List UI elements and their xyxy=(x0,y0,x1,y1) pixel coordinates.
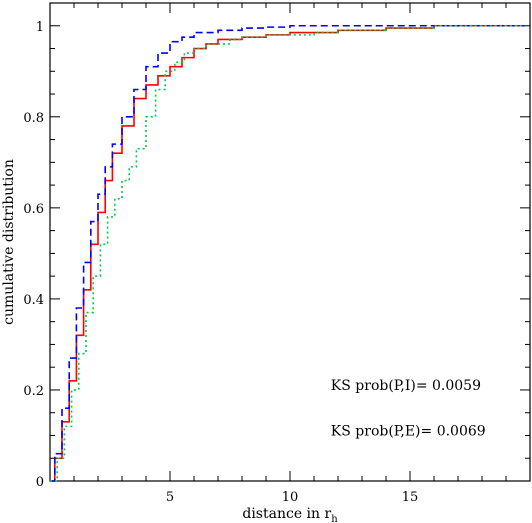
y-axis-label: cumulative distribution xyxy=(1,159,17,325)
y-tick-label: 1 xyxy=(36,20,44,35)
ks-annotation: KS prob(P,I)= 0.0059 xyxy=(331,378,481,394)
series-line-solid xyxy=(50,24,526,482)
y-tick-label: 0.4 xyxy=(23,293,44,308)
x-axis-ticks: 5 10 15 xyxy=(73,3,507,505)
x-tick-label: 5 xyxy=(166,490,174,505)
y-axis-ticks: 0 0.2 0.4 0.6 0.8 1 xyxy=(23,20,530,490)
x-tick-label: 15 xyxy=(402,490,419,505)
annotation-layer: KS prob(P,I)= 0.0059 KS prob(P,E)= 0.0069 xyxy=(331,378,486,440)
y-tick-label: 0 xyxy=(36,475,44,490)
y-tick-label: 0.2 xyxy=(23,384,44,399)
plot-frame xyxy=(49,2,531,482)
y-tick-label: 0.8 xyxy=(23,111,44,126)
series-line-dashed xyxy=(50,24,526,482)
ks-annotation: KS prob(P,E)= 0.0069 xyxy=(331,423,486,439)
series-layer xyxy=(50,24,526,482)
y-tick-label: 0.6 xyxy=(23,202,44,217)
series-line-dotted xyxy=(50,24,526,482)
x-axis-label: distance in rh xyxy=(242,506,338,523)
x-tick-label: 10 xyxy=(282,490,299,505)
